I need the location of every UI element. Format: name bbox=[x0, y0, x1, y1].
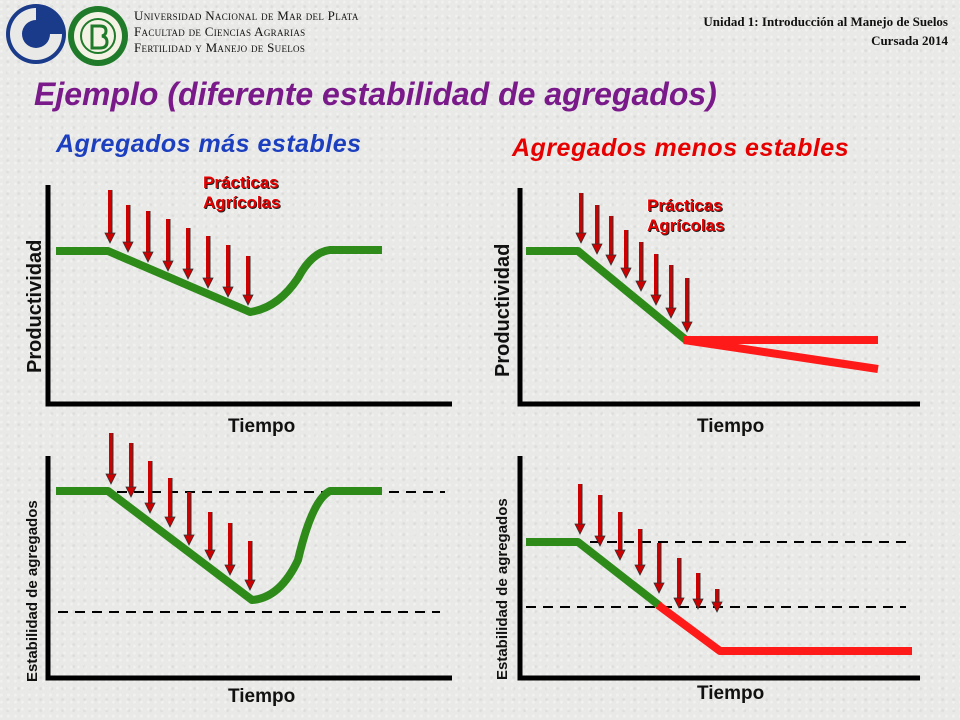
arrow-left-bottom-head bbox=[164, 516, 176, 528]
practices-word: Prácticas bbox=[647, 196, 723, 215]
faculty-line: Facultad de Ciencias Agrarias bbox=[134, 24, 306, 39]
arrow-right-bottom-head bbox=[673, 597, 685, 609]
arrow-left-top-head bbox=[162, 260, 174, 272]
xlabel-time-left-top: Tiempo bbox=[228, 416, 296, 437]
arrow-right-bottom-head bbox=[634, 564, 646, 576]
arrow-right-bottom-head bbox=[614, 549, 626, 561]
arrow-left-bottom-head bbox=[244, 579, 256, 591]
xlabel-time-right-top: Tiempo bbox=[697, 416, 765, 437]
arrow-left-top-head bbox=[222, 286, 234, 298]
arrow-right-top-head bbox=[591, 243, 603, 255]
arrow-right-top-head bbox=[635, 280, 647, 292]
arrow-left-top-head bbox=[242, 294, 254, 306]
axes-right-top bbox=[517, 188, 920, 407]
curve-productivity-degraded-decline bbox=[683, 336, 879, 373]
arrow-left-top-head bbox=[182, 268, 194, 280]
curve-stability-stable bbox=[56, 487, 382, 604]
course-year: Cursada 2014 bbox=[871, 33, 948, 48]
arrow-right-bottom-head bbox=[653, 582, 665, 594]
heading-stable: Agregados más estables bbox=[56, 130, 362, 158]
axes-left-bottom bbox=[45, 456, 452, 681]
practices-label-right: Prácticas Agrícolas bbox=[647, 196, 724, 236]
arrow-left-bottom-head bbox=[183, 534, 195, 546]
heading-unstable: Agregados menos estables bbox=[512, 134, 850, 162]
practices-word: Prácticas bbox=[203, 173, 279, 192]
arrow-right-bottom-head bbox=[692, 598, 704, 610]
arrow-right-bottom-head bbox=[711, 601, 723, 613]
axes-left-top bbox=[45, 185, 452, 407]
university-line: Universidad Nacional de Mar del Plata bbox=[134, 8, 359, 23]
xlabel-time-left-bottom: Tiempo bbox=[228, 686, 296, 707]
curve-stability-unstable bbox=[526, 538, 663, 610]
arrow-left-bottom-head bbox=[204, 549, 216, 561]
arrow-right-top-head bbox=[605, 254, 617, 266]
arrow-left-bottom-head bbox=[144, 502, 156, 514]
unit-info: Unidad 1: Introducción al Manejo de Suel… bbox=[703, 12, 948, 50]
department-line: Fertilidad y Manejo de Suelos bbox=[134, 40, 306, 55]
arrow-left-bottom-head bbox=[105, 473, 117, 485]
arrow-right-bottom-head bbox=[594, 535, 606, 547]
university-name: Universidad Nacional de Mar del Plata Fa… bbox=[134, 8, 359, 56]
arrow-right-top-head bbox=[620, 267, 632, 279]
curve-stability-degraded bbox=[655, 601, 912, 655]
arrow-right-bottom-head bbox=[574, 523, 586, 535]
arrow-left-bottom-head bbox=[224, 564, 236, 576]
arrow-left-top-head bbox=[104, 232, 116, 244]
curve-productivity-unstable bbox=[526, 247, 689, 344]
arrow-right-top-head bbox=[681, 321, 693, 333]
arrow-left-top-head bbox=[142, 251, 154, 263]
practices-label-left: Prácticas Agrícolas bbox=[203, 173, 280, 213]
curve-productivity-stable bbox=[56, 246, 382, 316]
header: Universidad Nacional de Mar del Plata Fa… bbox=[0, 0, 960, 72]
axes-right-bottom bbox=[517, 456, 920, 681]
xlabel-time-right-bottom: Tiempo bbox=[697, 683, 765, 704]
unit-title: Unidad 1: Introducción al Manejo de Suel… bbox=[703, 14, 948, 29]
agricultural-word: Agrícolas bbox=[647, 216, 725, 235]
arrow-left-top-head bbox=[122, 241, 134, 253]
university-logo-icon bbox=[6, 4, 66, 64]
agricultural-word: Agrícolas bbox=[203, 193, 281, 212]
logos bbox=[6, 4, 128, 66]
arrow-right-top-head bbox=[650, 294, 662, 306]
faculty-seal-icon bbox=[68, 6, 128, 66]
arrow-left-top-head bbox=[202, 277, 214, 289]
practice-arrows bbox=[104, 190, 723, 613]
arrow-left-bottom-head bbox=[125, 486, 137, 498]
page-title: Ejemplo (diferente estabilidad de agrega… bbox=[34, 76, 717, 112]
arrow-right-top-head bbox=[575, 232, 587, 244]
arrow-right-top-head bbox=[665, 307, 677, 319]
